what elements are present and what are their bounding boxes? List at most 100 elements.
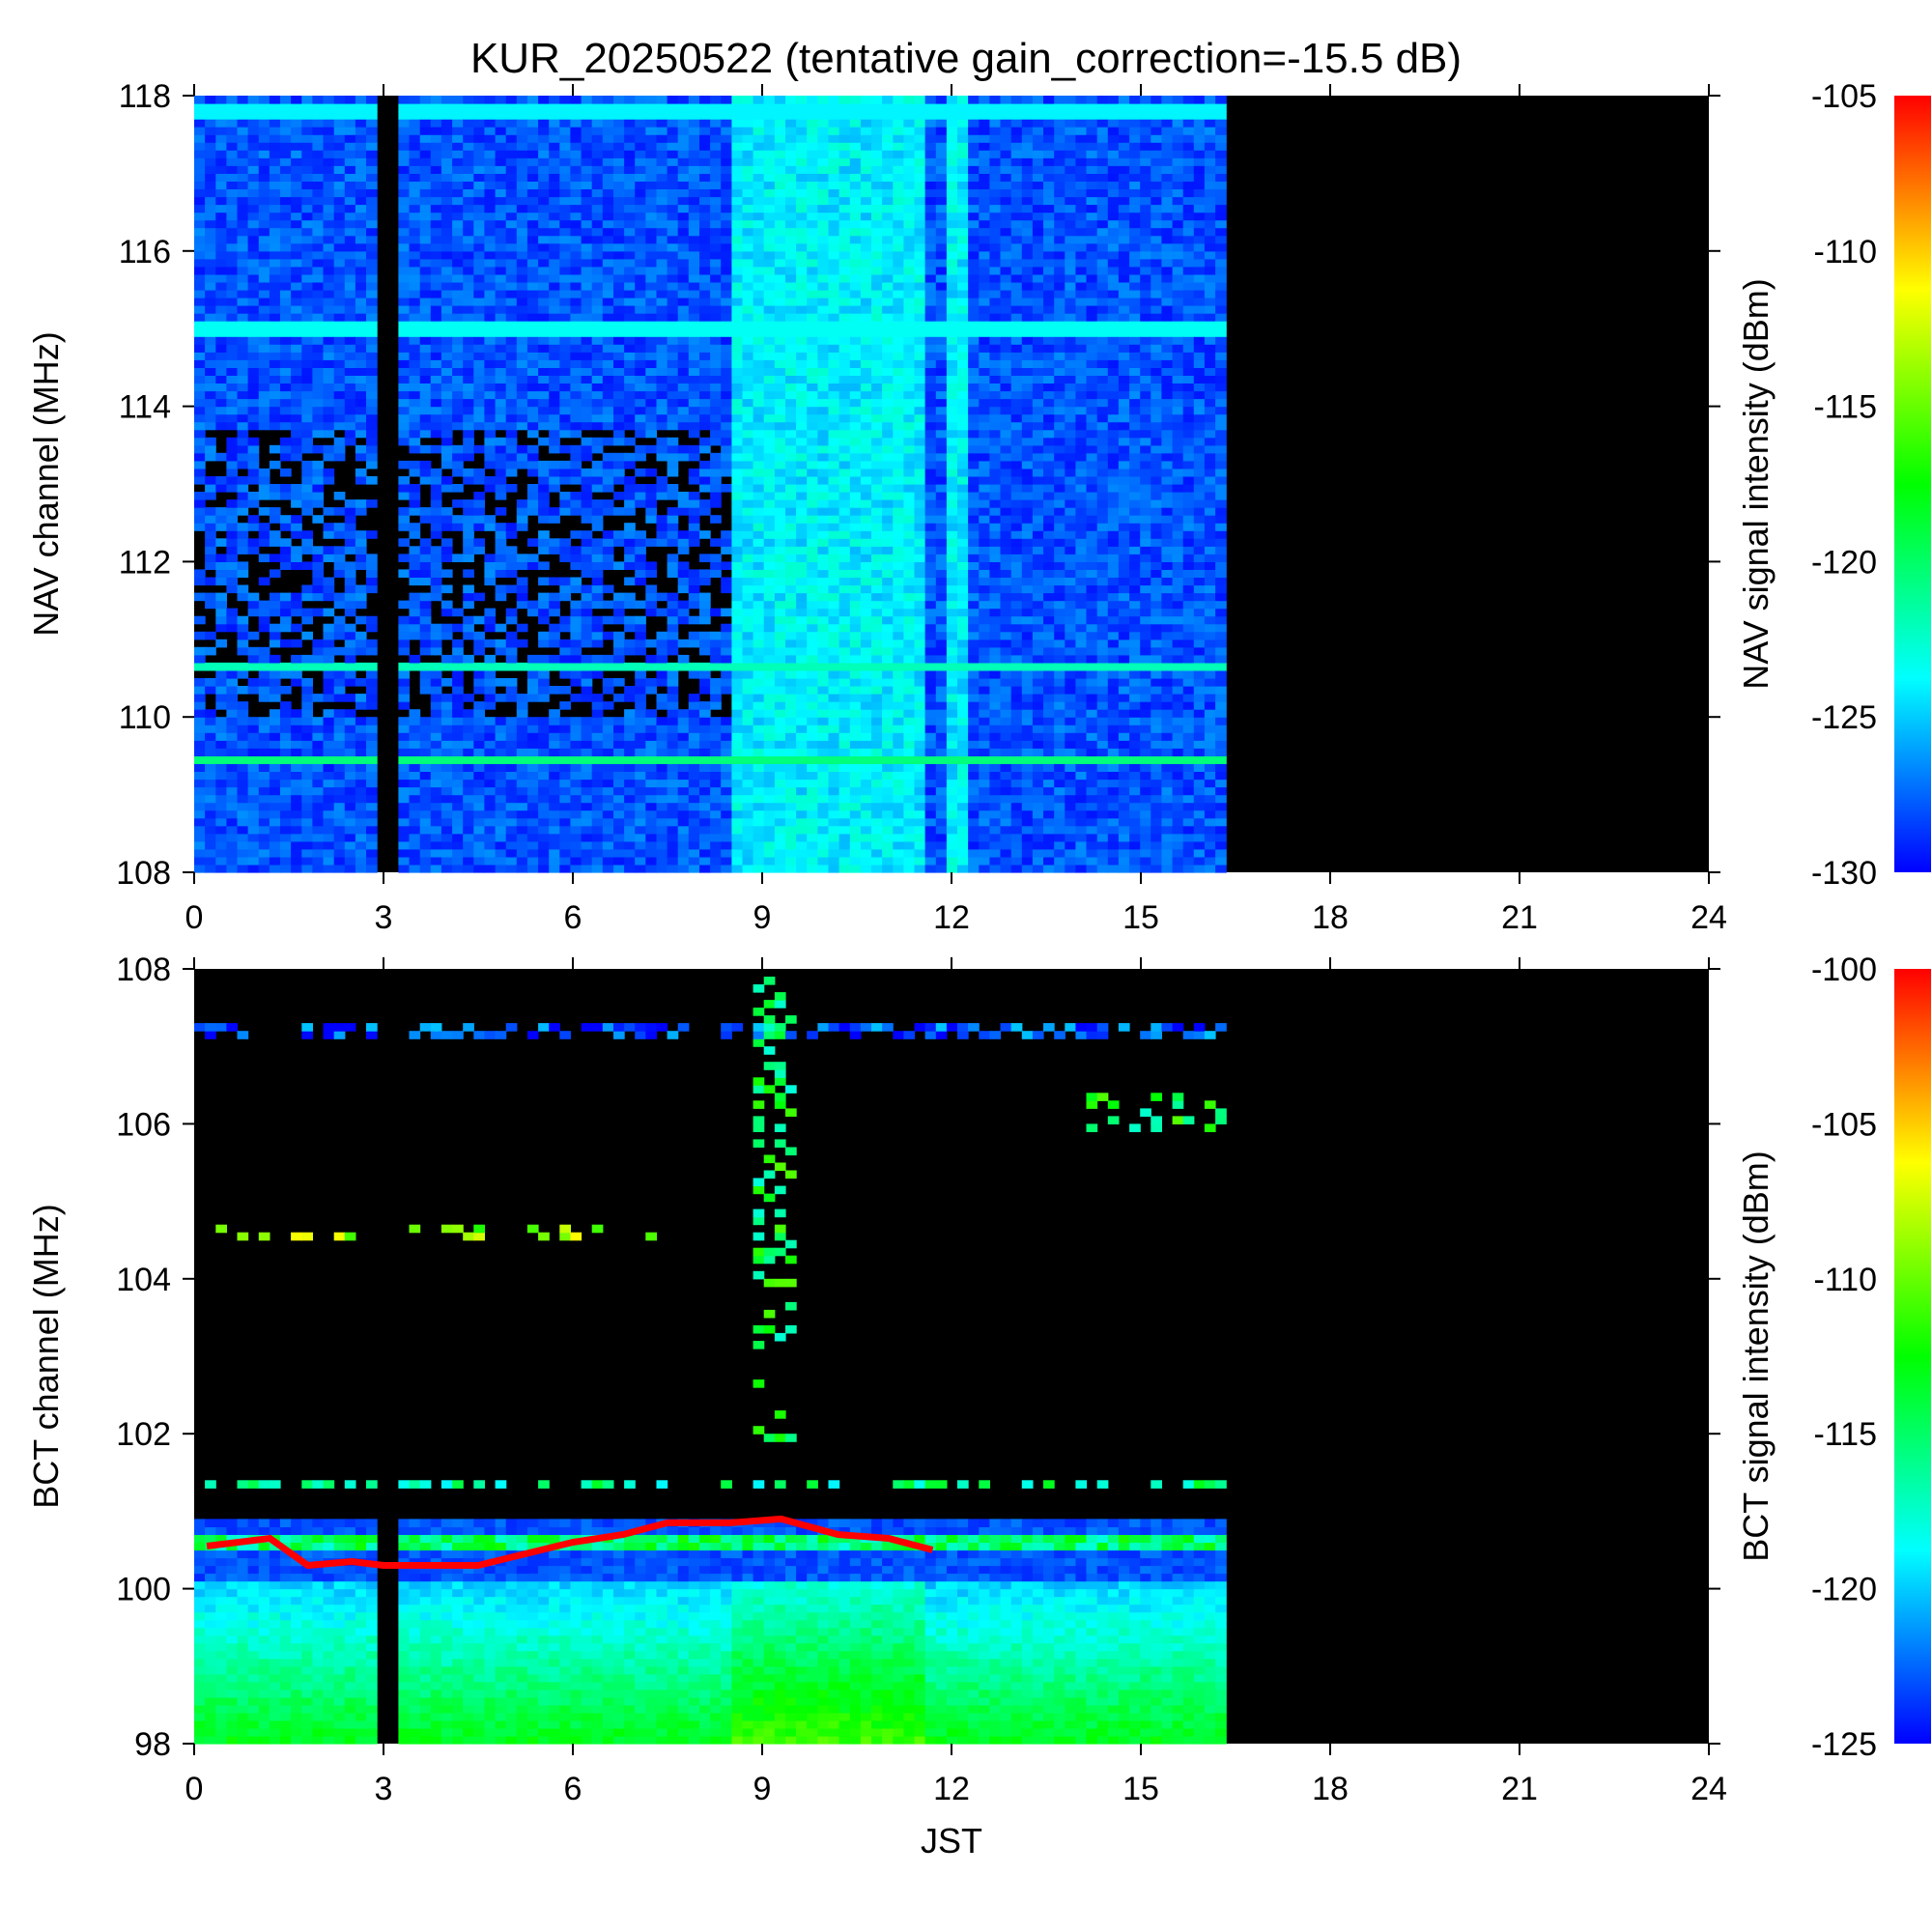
heatmap-cell <box>247 810 260 819</box>
heatmap-cell <box>280 748 292 756</box>
heatmap-cell <box>796 305 808 314</box>
heatmap-cell <box>656 608 668 617</box>
heatmap-cell <box>366 615 378 625</box>
heatmap-cell <box>785 577 797 586</box>
heatmap-cell <box>226 437 239 446</box>
heatmap-cell <box>226 235 239 244</box>
heatmap-cell <box>484 515 497 524</box>
heatmap-cell <box>796 848 808 858</box>
heatmap-cell <box>602 250 614 260</box>
heatmap-cell <box>398 398 411 408</box>
heatmap-cell <box>688 615 700 625</box>
heatmap-cell <box>613 406 625 415</box>
heatmap-cell <box>538 242 550 252</box>
heatmap-cell <box>247 227 260 237</box>
heatmap-cell <box>355 119 367 128</box>
heatmap-cell <box>699 437 711 446</box>
heatmap-cell <box>688 444 700 454</box>
heatmap-cell <box>440 546 453 554</box>
heatmap-cell <box>280 468 292 477</box>
heatmap-cell <box>398 413 411 423</box>
heatmap-cell <box>226 173 239 182</box>
heatmap-cell <box>763 623 776 633</box>
heatmap-cell <box>484 825 497 835</box>
heatmap-cell <box>409 250 421 260</box>
heatmap-cell <box>807 305 818 314</box>
heatmap-cell <box>721 755 732 764</box>
heatmap-cell <box>226 250 239 260</box>
heatmap-cell <box>581 662 593 671</box>
heatmap-cell <box>688 134 700 143</box>
heatmap-cell <box>440 273 453 283</box>
heatmap-cell <box>785 584 797 594</box>
heatmap-cell <box>205 530 216 539</box>
heatmap-cell <box>323 810 335 819</box>
heatmap-cell <box>624 188 636 198</box>
heatmap-cell <box>656 134 668 143</box>
heatmap-cell <box>742 290 754 298</box>
heatmap-cell <box>409 865 421 873</box>
heatmap-cell <box>591 507 604 516</box>
heatmap-cell <box>247 266 260 275</box>
heatmap-cell <box>602 181 614 189</box>
heatmap-cell <box>624 398 636 408</box>
heatmap-cell <box>677 561 690 570</box>
heatmap-cell <box>280 763 292 772</box>
heatmap-cell <box>667 748 679 756</box>
heatmap-cell <box>333 321 346 329</box>
heatmap-cell <box>258 235 270 244</box>
heatmap-cell <box>570 352 582 360</box>
heatmap-cell <box>645 290 657 298</box>
heatmap-cell <box>344 740 356 749</box>
heatmap-cell <box>419 817 432 827</box>
heatmap-cell <box>452 196 464 206</box>
heatmap-cell <box>602 546 614 554</box>
heatmap-cell <box>463 219 474 229</box>
heatmap-cell <box>258 398 270 408</box>
heatmap-cell <box>785 678 797 687</box>
heatmap-cell <box>807 352 818 360</box>
heatmap-cell <box>440 119 453 128</box>
heatmap-cell <box>785 748 797 756</box>
heatmap-cell <box>473 825 485 835</box>
heatmap-cell <box>419 865 432 873</box>
heatmap-cell <box>280 219 292 229</box>
heatmap-cell <box>398 437 411 446</box>
heatmap-cell <box>366 694 378 702</box>
heatmap-cell <box>323 523 335 531</box>
heatmap-cell <box>699 662 711 671</box>
heatmap-cell <box>269 662 281 671</box>
heatmap-cell <box>280 298 292 306</box>
heatmap-cell <box>463 755 474 764</box>
heatmap-cell <box>796 584 808 594</box>
heatmap-cell <box>710 305 722 314</box>
heatmap-cell <box>205 592 216 602</box>
heatmap-cell <box>763 476 776 485</box>
heatmap-cell <box>591 763 604 772</box>
heatmap-cell <box>559 367 571 376</box>
heatmap-cell <box>215 111 227 120</box>
heatmap-cell <box>226 771 239 781</box>
heatmap-cell <box>753 577 765 586</box>
heatmap-cell <box>699 242 711 252</box>
heatmap-cell <box>226 724 239 733</box>
heatmap-cell <box>785 150 797 158</box>
heatmap-cell <box>570 429 582 439</box>
heatmap-cell <box>398 235 411 244</box>
heatmap-cell <box>323 476 335 485</box>
heatmap-cell <box>526 383 539 392</box>
heatmap-cell <box>613 639 625 648</box>
heatmap-cell <box>635 600 646 610</box>
heatmap-cell <box>742 165 754 174</box>
heatmap-cell <box>505 468 518 477</box>
heatmap-cell <box>463 150 474 158</box>
heatmap-cell <box>570 242 582 252</box>
heatmap-cell <box>280 398 292 408</box>
heatmap-cell <box>333 181 346 189</box>
heatmap-cell <box>291 732 302 741</box>
heatmap-cell <box>774 134 786 143</box>
heatmap-cell <box>796 413 808 423</box>
heatmap-cell <box>624 134 636 143</box>
heatmap-cell <box>237 219 249 229</box>
heatmap-cell <box>774 367 786 376</box>
